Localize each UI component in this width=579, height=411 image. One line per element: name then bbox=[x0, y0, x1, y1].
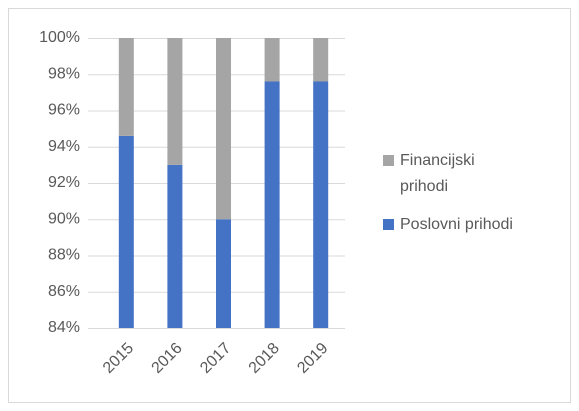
bar-segment bbox=[216, 219, 231, 328]
legend-swatch bbox=[383, 219, 394, 230]
bar-segment bbox=[118, 135, 134, 328]
bar-segment bbox=[313, 38, 329, 82]
y-tick-label: 100% bbox=[39, 29, 80, 46]
y-tick-label: 98% bbox=[48, 65, 80, 82]
legend-swatch bbox=[383, 155, 394, 166]
y-tick-label: 86% bbox=[48, 283, 80, 300]
legend-item: Poslovni prihodi bbox=[383, 212, 570, 238]
legend-item: Financijski prihodi bbox=[383, 148, 490, 200]
x-tick-label: 2016 bbox=[149, 340, 186, 377]
bar-segment bbox=[118, 38, 134, 136]
bar-segment bbox=[313, 81, 329, 328]
legend-label: Poslovni prihodi bbox=[400, 216, 513, 233]
bar-segment bbox=[167, 38, 183, 165]
y-tick-label: 90% bbox=[48, 210, 80, 227]
x-tick-label: 2019 bbox=[294, 340, 331, 377]
y-tick-label: 96% bbox=[48, 102, 80, 119]
y-tick-label: 84% bbox=[48, 319, 80, 336]
bar-segment bbox=[167, 164, 183, 328]
x-tick-label: 2017 bbox=[197, 340, 234, 377]
chart-border bbox=[8, 8, 571, 403]
y-tick-label: 94% bbox=[48, 138, 80, 155]
bar-segment bbox=[264, 81, 280, 328]
bar-segment bbox=[216, 38, 231, 220]
y-tick-label: 88% bbox=[48, 247, 80, 264]
x-tick-label: 2018 bbox=[246, 340, 283, 377]
legend: Financijski prihodi Poslovni prihodi bbox=[383, 148, 570, 250]
legend-label: Financijski prihodi bbox=[400, 152, 475, 195]
x-tick-label: 2015 bbox=[100, 340, 137, 377]
bar-segment bbox=[264, 38, 280, 82]
y-tick-label: 92% bbox=[48, 174, 80, 191]
